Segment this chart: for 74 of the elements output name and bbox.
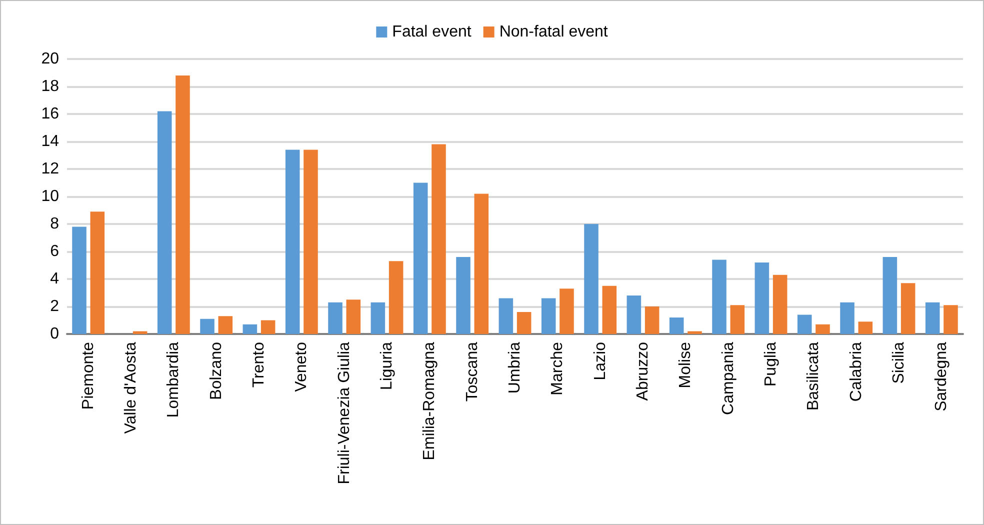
- bar: [346, 300, 361, 334]
- y-tick-label: 18: [41, 78, 60, 95]
- bar: [260, 320, 276, 334]
- bar: [304, 150, 318, 334]
- bar: [370, 302, 386, 334]
- x-tick-label: Molise: [677, 342, 694, 388]
- x-tick-label: Trento: [250, 342, 268, 388]
- x-tick-label: Abruzzo: [634, 342, 652, 401]
- x-tick-label: Toscana: [464, 342, 481, 402]
- bar: [328, 302, 342, 334]
- legend-label: Fatal event: [392, 24, 472, 40]
- x-tick-label: Lombardia: [165, 342, 182, 418]
- bar: [474, 194, 489, 334]
- x-tick-label: Emilia-Romagna: [421, 342, 438, 460]
- y-tick-label: 16: [41, 106, 60, 122]
- bar: [669, 318, 684, 334]
- y-tick-label: 6: [50, 243, 60, 260]
- bar: [541, 298, 556, 334]
- x-tick-label: Calabria: [848, 342, 865, 402]
- x-tick-label: Friuli-Venezia Giulia: [336, 342, 353, 484]
- bar: [388, 261, 404, 334]
- bar: [925, 302, 940, 334]
- x-tick-label: Marche: [549, 342, 566, 396]
- x-tick-label: Umbria: [506, 342, 524, 394]
- bar: [200, 318, 214, 334]
- bar: [626, 296, 642, 334]
- y-tick-label: 12: [41, 160, 60, 178]
- bar: [900, 283, 916, 334]
- bar: [712, 260, 726, 334]
- bar: [772, 274, 788, 334]
- bar: [157, 111, 172, 334]
- bar: [176, 76, 190, 334]
- bar: [644, 306, 660, 334]
- x-tick-label: Veneto: [293, 342, 310, 392]
- x-tick-label: Puglia: [762, 342, 780, 386]
- bar: [602, 286, 617, 334]
- x-tick-label: Sardegna: [933, 342, 950, 412]
- bar: [516, 312, 532, 334]
- bar: [688, 331, 702, 334]
- bar: [754, 262, 770, 334]
- bar: [90, 212, 105, 334]
- bar: [730, 305, 745, 334]
- x-tick-label: Piemonte: [80, 342, 97, 410]
- bar: [456, 257, 470, 334]
- y-tick-label: 14: [41, 133, 60, 150]
- bar: [858, 322, 873, 334]
- y-tick-label: 0: [50, 326, 60, 342]
- legend-label: Non-fatal event: [499, 24, 608, 40]
- x-tick-label: Sicilia: [890, 342, 908, 384]
- x-tick-label: Campania: [720, 342, 737, 415]
- y-tick-label: 8: [50, 216, 60, 232]
- bar: [840, 302, 854, 334]
- bar: [498, 298, 514, 334]
- bar: [242, 324, 258, 334]
- x-tick-label: Bolzano: [208, 342, 225, 400]
- bar: [944, 305, 958, 334]
- y-tick-label: 10: [41, 188, 60, 205]
- bar: [413, 182, 428, 334]
- y-tick-label: 4: [50, 270, 60, 288]
- bar: [797, 314, 812, 334]
- x-tick-label: Valle d'Aosta: [122, 342, 140, 434]
- x-tick-label: Lazio: [592, 342, 609, 380]
- y-tick-label: 2: [50, 298, 60, 315]
- bar: [432, 144, 446, 334]
- bar: [882, 257, 898, 334]
- y-tick-label: 20: [41, 50, 60, 68]
- x-tick-label: Basilicata: [805, 342, 822, 410]
- bar: [560, 288, 574, 334]
- bar: [584, 224, 598, 334]
- bar: [72, 226, 86, 334]
- bar: [285, 150, 300, 334]
- x-tick-label: Liguria: [378, 342, 396, 390]
- bar: [218, 316, 233, 334]
- bar: [816, 324, 830, 334]
